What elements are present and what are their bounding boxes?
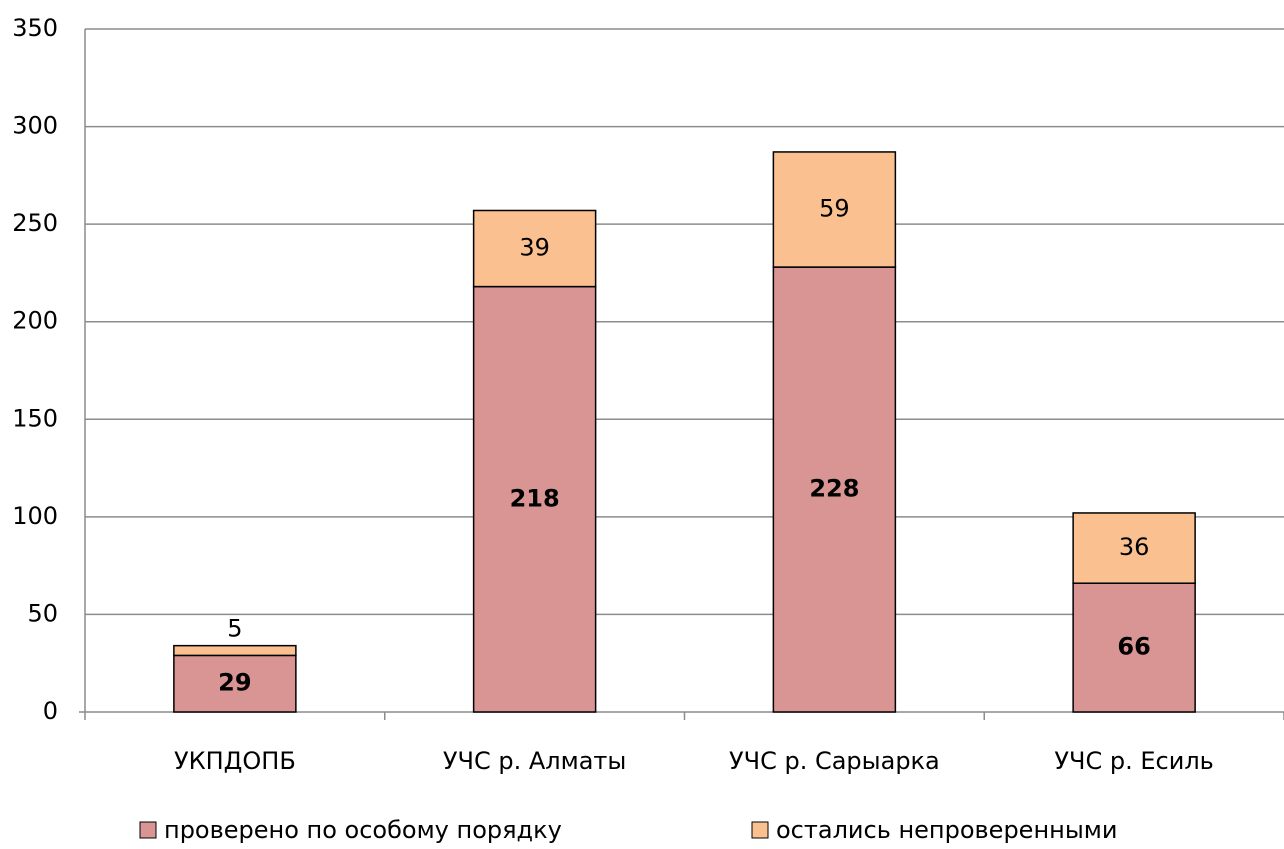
data-label: 39 — [519, 234, 550, 262]
data-label: 228 — [809, 475, 859, 503]
legend-swatch — [751, 821, 769, 839]
y-tick-label: 300 — [12, 112, 58, 140]
y-tick-label: 350 — [12, 14, 58, 42]
bar-segment — [472, 209, 597, 288]
data-label: 218 — [510, 484, 560, 512]
y-tick-label: 150 — [12, 404, 58, 432]
bar-segment — [1072, 512, 1196, 584]
bar-segment — [472, 285, 597, 713]
bar-segment — [772, 266, 897, 713]
data-label: 66 — [1117, 633, 1150, 661]
x-tick-label: УЧС р. Есиль — [1054, 747, 1213, 775]
bar-segment — [173, 654, 297, 713]
legend-swatch — [139, 821, 157, 839]
y-tick-label: 250 — [12, 209, 58, 237]
legend-label: остались непроверенными — [776, 816, 1117, 844]
y-tick-label: 200 — [12, 307, 58, 335]
x-tick-label: УЧС р. Алматы — [443, 747, 626, 775]
data-label: 36 — [1119, 533, 1150, 561]
y-tick-label: 50 — [27, 599, 58, 627]
bar-segment — [772, 151, 897, 268]
data-label: 5 — [227, 615, 242, 643]
y-tick-label: 100 — [12, 502, 58, 530]
bar-segment — [173, 644, 297, 657]
legend-label: проверено по особому порядку — [164, 816, 562, 844]
x-tick-label: УЧС р. Сарыарка — [729, 747, 940, 775]
data-label: 59 — [819, 195, 850, 223]
x-tick-label: УКПДОПБ — [174, 747, 296, 775]
y-tick-label: 0 — [43, 697, 58, 725]
data-label: 29 — [218, 669, 251, 697]
bar-segment — [1072, 582, 1196, 713]
